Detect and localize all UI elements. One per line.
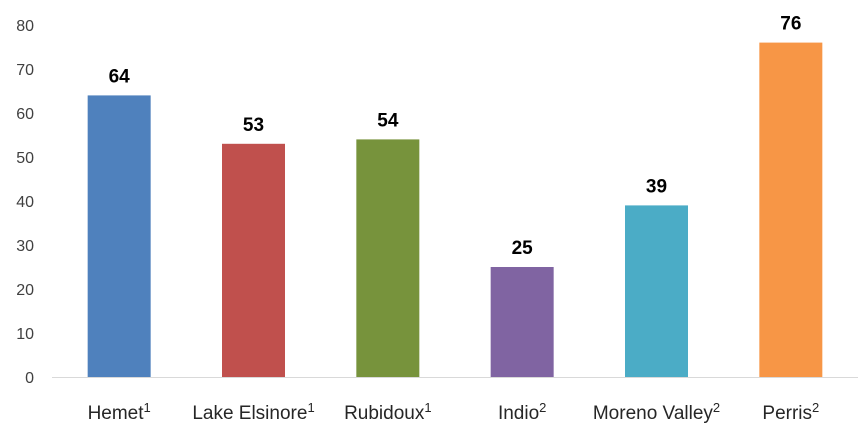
y-tick-label: 70 — [16, 62, 34, 79]
y-tick-label: 40 — [16, 194, 34, 211]
bar — [356, 139, 420, 377]
bar — [87, 95, 151, 378]
category-label: Rubidoux1 — [344, 400, 432, 424]
bar — [759, 42, 823, 377]
category-name: Indio — [498, 403, 539, 424]
data-label: 54 — [377, 110, 399, 131]
category-label: Lake Elsinore1 — [192, 400, 314, 424]
y-tick-label: 60 — [16, 106, 34, 123]
category-name: Perris — [762, 403, 812, 424]
bar — [490, 267, 554, 377]
category-superscript: 2 — [539, 400, 546, 415]
bar — [222, 143, 285, 377]
y-tick-label: 80 — [16, 18, 34, 35]
category-label: Hemet1 — [88, 400, 151, 424]
category-name: Hemet — [88, 403, 145, 424]
category-labels-group: Hemet1 Lake Elsinore1 Rubidoux1 Indio2 Moren… — [88, 400, 820, 424]
category-label: Moreno Valley2 — [593, 400, 720, 424]
category-label: Perris2 — [762, 400, 819, 424]
y-tick-label: 20 — [16, 282, 34, 299]
category-name: Lake Elsinore — [192, 403, 307, 424]
category-name: Rubidoux — [344, 403, 425, 424]
category-name: Moreno Valley — [593, 403, 714, 424]
category-superscript: 2 — [812, 400, 819, 415]
category-superscript: 1 — [144, 400, 151, 415]
category-label: Indio2 — [498, 400, 546, 424]
data-label: 39 — [646, 176, 667, 197]
y-axis: 0 10 20 30 40 50 60 70 80 — [16, 18, 34, 387]
y-tick-label: 0 — [25, 370, 34, 387]
y-tick-label: 10 — [16, 326, 34, 343]
y-tick-label: 50 — [16, 150, 34, 167]
data-label: 76 — [780, 14, 801, 35]
data-label: 64 — [109, 66, 131, 87]
data-label: 25 — [512, 238, 534, 259]
data-label: 53 — [243, 115, 264, 136]
bars-group — [87, 42, 823, 378]
category-superscript: 1 — [307, 400, 314, 415]
category-superscript: 1 — [424, 400, 431, 415]
category-superscript: 2 — [713, 400, 720, 415]
data-labels-group: 64 53 54 25 39 76 — [109, 14, 802, 259]
y-tick-label: 30 — [16, 238, 34, 255]
bar — [625, 205, 688, 377]
